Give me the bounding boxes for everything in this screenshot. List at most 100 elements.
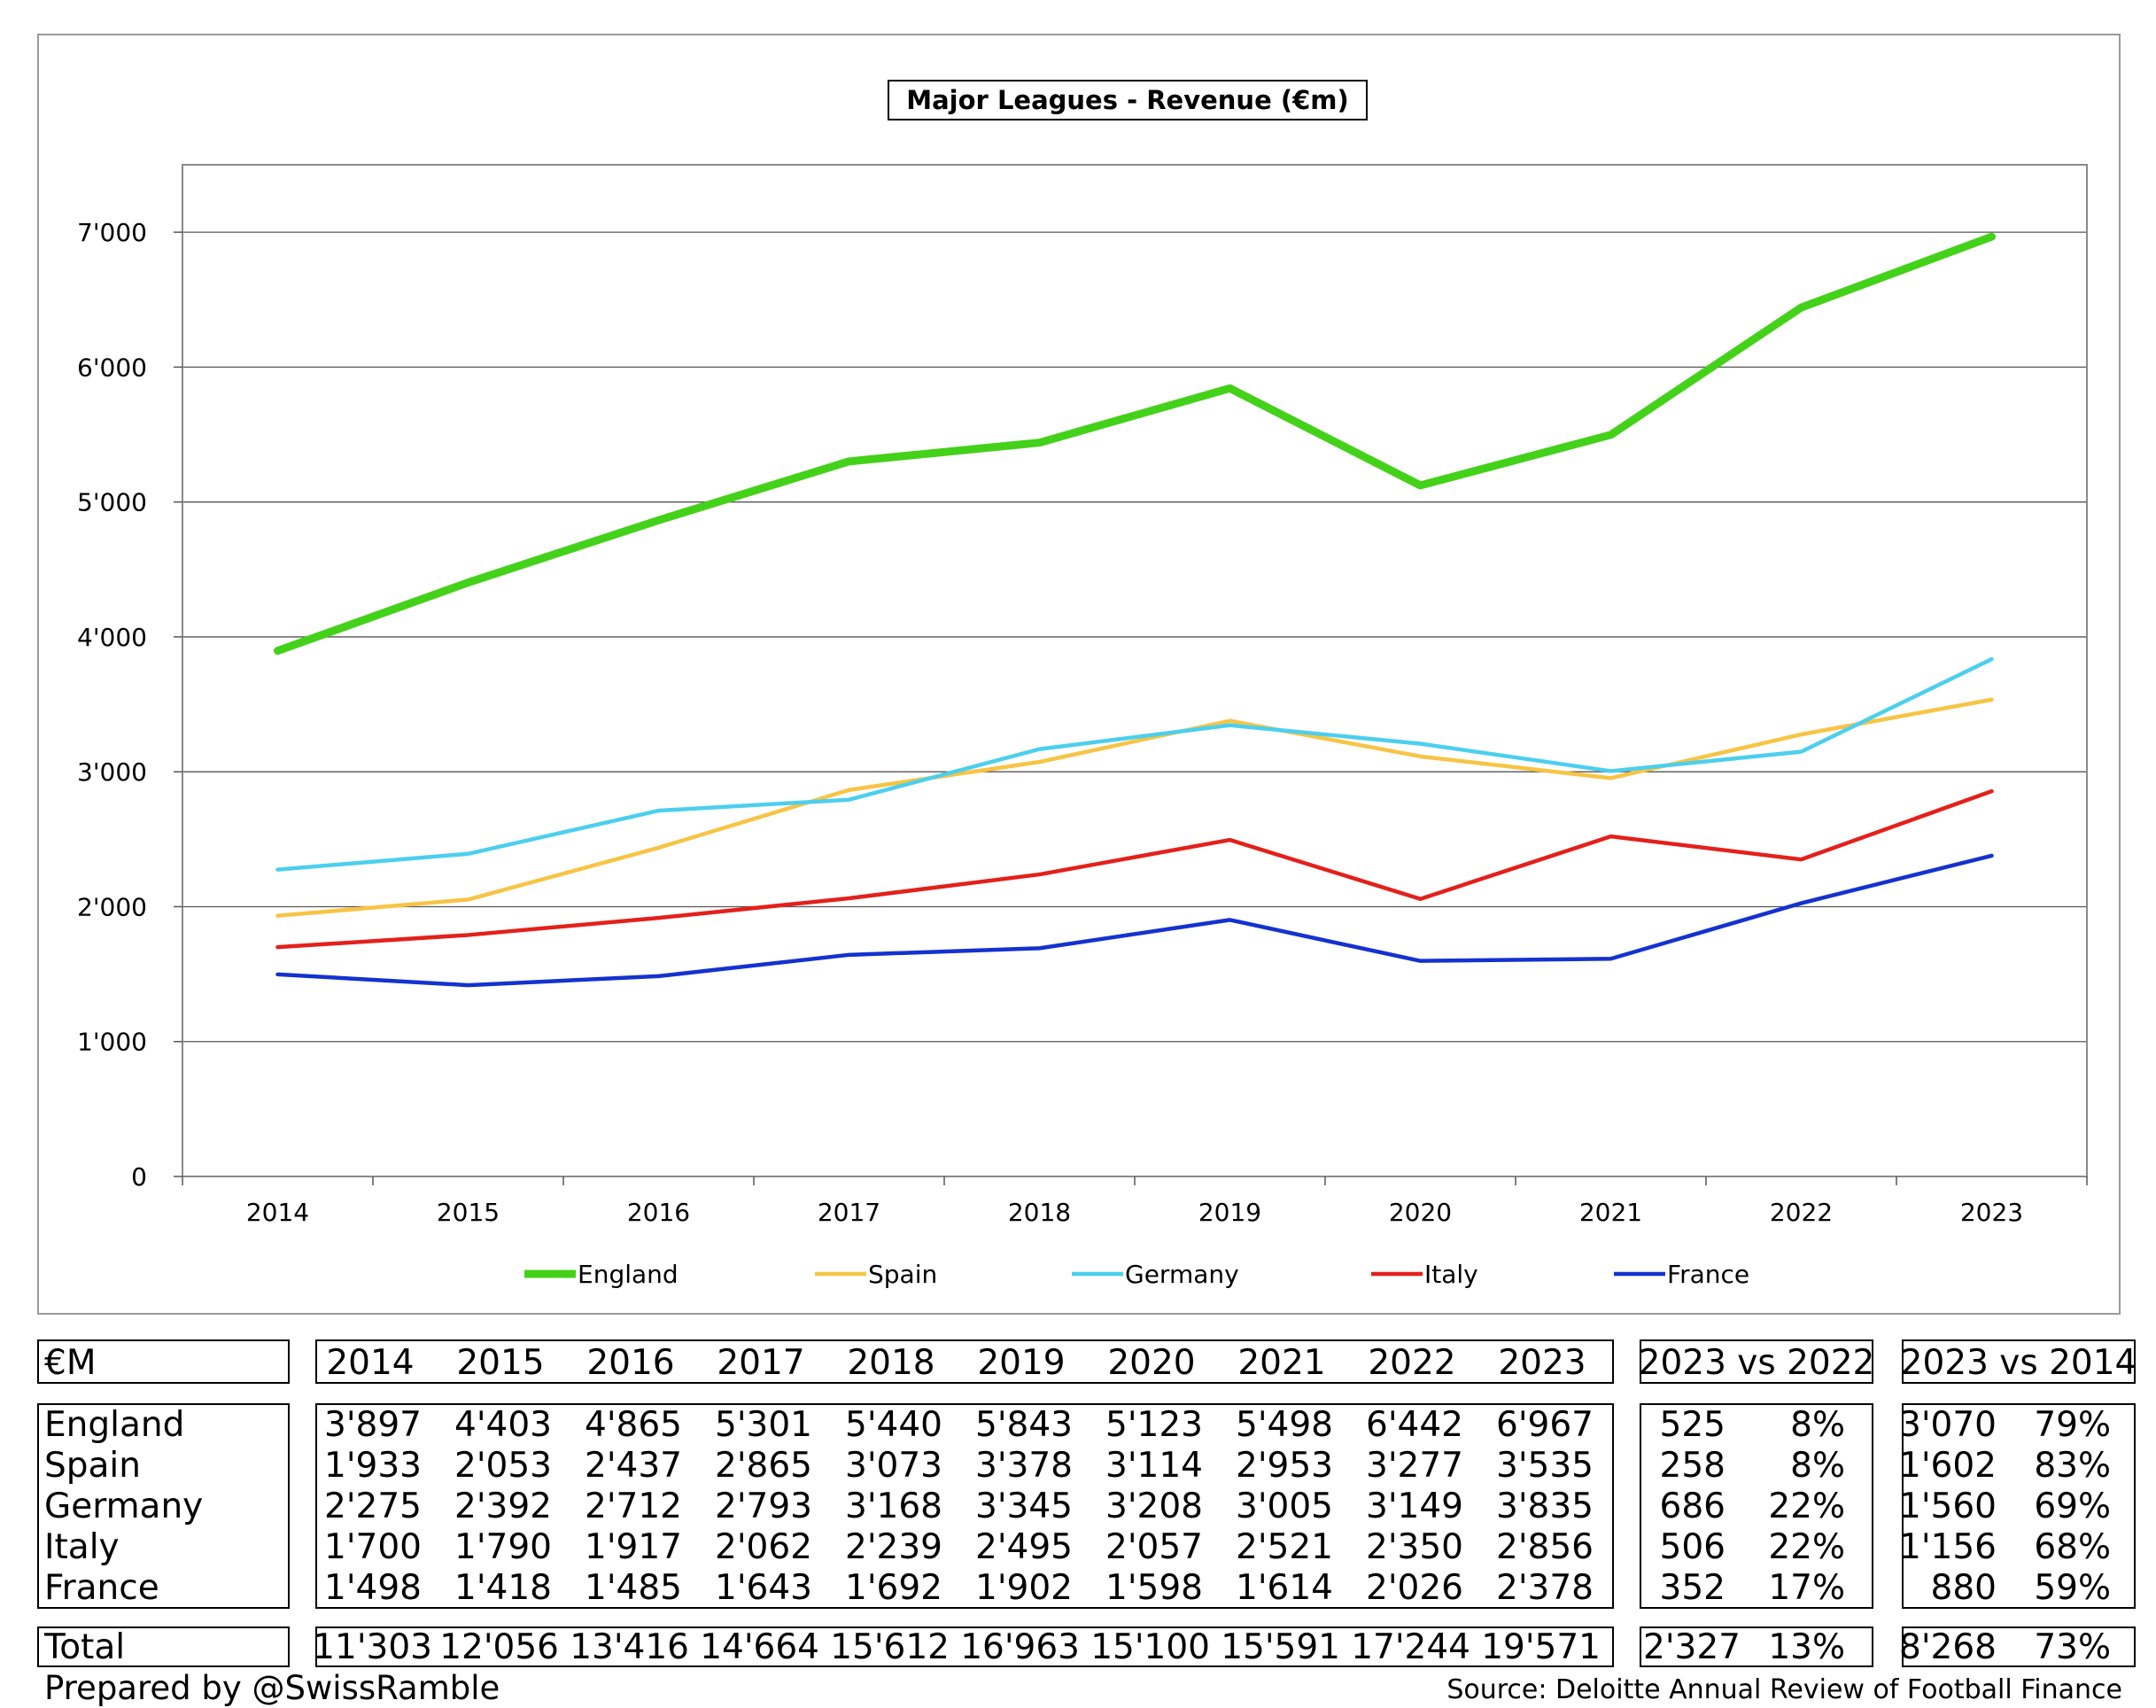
table-cell: 1'614: [1236, 1568, 1333, 1608]
table-cell: 2'275: [324, 1487, 422, 1526]
table-cell: 2'793: [715, 1487, 812, 1526]
table-total-cell: 14'664: [700, 1627, 819, 1667]
table-cell: 2'392: [454, 1487, 552, 1526]
revenue-line-chart: 0 1'000 2'000 3'000 4'000 5'000 6'000 7'000 2014…: [77, 80, 2088, 1289]
table-year-header: 2014: [326, 1343, 415, 1383]
table-cell: 3'835: [1496, 1487, 1594, 1526]
y-tick-label: 2'000: [77, 892, 147, 921]
table-cell: 1'643: [715, 1568, 812, 1608]
table-cmp1-header-box: [1640, 1339, 1873, 1384]
gridlines: [182, 231, 2087, 1043]
table-cell: 3'535: [1496, 1446, 1594, 1486]
y-tick-label: 7'000: [77, 218, 147, 247]
table-unit-label: €M: [44, 1343, 97, 1383]
legend-label: Italy: [1424, 1260, 1478, 1289]
table-cell: 2'495: [975, 1527, 1073, 1567]
table-unit-box: [37, 1339, 290, 1384]
x-tick-label: 2020: [1389, 1198, 1452, 1227]
table-cmp1-box: [1640, 1403, 1873, 1609]
table-cell: 2'953: [1236, 1446, 1333, 1486]
table-cell: 4'403: [454, 1405, 552, 1445]
table-year-header: 2016: [586, 1343, 675, 1383]
table-cell: 5'843: [975, 1405, 1073, 1445]
table-years-box: [315, 1339, 1614, 1384]
y-tick-label: 1'000: [77, 1028, 147, 1057]
table-total-cell: 15'591: [1221, 1627, 1340, 1667]
x-tick-label: 2021: [1579, 1198, 1642, 1227]
table-cell: 1'692: [845, 1568, 942, 1608]
table-cell: 1'498: [324, 1568, 422, 1608]
legend-item-spain: Spain: [815, 1260, 937, 1289]
table-cell: 1'700: [324, 1527, 422, 1567]
table-cell: 3'005: [1236, 1487, 1333, 1526]
series-line-england: [274, 232, 1996, 656]
table-cmp1-pct: 8%: [1790, 1405, 1845, 1445]
table-cmp1-pct: 22%: [1768, 1487, 1845, 1526]
table-cell: 3'345: [975, 1487, 1073, 1526]
table-cell: 6'967: [1496, 1405, 1594, 1445]
table-total-cell: 11'303: [313, 1627, 432, 1667]
legend-label: England: [578, 1260, 679, 1289]
table-cmp2-pct: 69%: [2034, 1487, 2111, 1526]
table-values-box: [315, 1403, 1614, 1609]
table-row-name: France: [44, 1568, 159, 1608]
legend-label: Germany: [1125, 1260, 1239, 1289]
table-year-header: 2015: [456, 1343, 545, 1383]
x-tick-label: 2017: [818, 1198, 880, 1227]
table-cmp1-diff: 525: [1659, 1405, 1726, 1445]
legend: England Spain Germany Italy France: [524, 1260, 1749, 1289]
series-line-italy: [275, 788, 1994, 950]
table-cell: 2'026: [1366, 1568, 1463, 1608]
table-cell: 1'418: [454, 1568, 552, 1608]
table-total-cell: 13'416: [570, 1627, 689, 1667]
table-cell: 3'168: [845, 1487, 942, 1526]
table-cell: 5'498: [1236, 1405, 1333, 1445]
x-tick-label: 2019: [1198, 1198, 1261, 1227]
table-year-header: 2018: [847, 1343, 935, 1383]
table-row-name: Spain: [44, 1446, 141, 1486]
table-cmp1-pct: 22%: [1768, 1527, 1845, 1567]
y-tick-label: 6'000: [77, 353, 147, 382]
table-total-cell: 16'963: [960, 1627, 1080, 1667]
table-cmp2-pct: 68%: [2034, 1527, 2111, 1567]
table-cell: 1'917: [585, 1527, 682, 1567]
table-cmp2-box: [1902, 1403, 2136, 1609]
x-tick-label: 2014: [246, 1198, 309, 1227]
table-cell: 3'208: [1105, 1487, 1203, 1526]
table-cell: 1'485: [585, 1568, 682, 1608]
table-cell: 2'053: [454, 1446, 552, 1486]
y-tick-label: 3'000: [77, 757, 147, 787]
table-cell: 2'521: [1236, 1527, 1333, 1567]
table-cell: 2'062: [715, 1527, 812, 1567]
y-tick-label: 0: [131, 1162, 147, 1192]
series-line-spain: [275, 697, 1994, 918]
table-cmp2-pct: 83%: [2034, 1446, 2111, 1486]
table-cell: 2'057: [1105, 1527, 1203, 1567]
table-cell: 3'114: [1105, 1446, 1203, 1486]
table-cell: 1'598: [1105, 1568, 1203, 1608]
legend-item-england: England: [524, 1260, 679, 1289]
table-cmp1-diff: 352: [1659, 1568, 1726, 1608]
table-total-cell: 17'244: [1351, 1627, 1470, 1667]
table-cmp2-diff: 3'070: [1899, 1405, 1997, 1445]
table-total-values-box: [315, 1626, 1614, 1667]
legend-label: Spain: [868, 1260, 937, 1289]
table-year-header: 2023: [1498, 1343, 1586, 1383]
table-cmp1-diff: 506: [1659, 1527, 1726, 1567]
legend-item-france: France: [1614, 1260, 1749, 1289]
table-cell: 3'378: [975, 1446, 1073, 1486]
table-year-header: 2020: [1107, 1343, 1196, 1383]
table-total-name-box: [37, 1626, 290, 1667]
legend-item-italy: Italy: [1371, 1260, 1478, 1289]
table-cmp2-diff: 1'560: [1899, 1487, 1997, 1526]
table-cmp1-pct: 8%: [1790, 1446, 1845, 1486]
table-row-name: Italy: [44, 1527, 120, 1567]
table-year-header: 2022: [1368, 1343, 1456, 1383]
source-note: Source: Deloitte Annual Review of Footba…: [1446, 1674, 2122, 1705]
table-cmp2-header-box: [1902, 1339, 2136, 1384]
table-cmp2-diff: 1'602: [1899, 1446, 1997, 1486]
table-cell: 2'437: [585, 1446, 682, 1486]
x-tick-label: 2016: [627, 1198, 690, 1227]
table-year-header: 2017: [717, 1343, 805, 1383]
table-cell: 4'865: [585, 1405, 682, 1445]
